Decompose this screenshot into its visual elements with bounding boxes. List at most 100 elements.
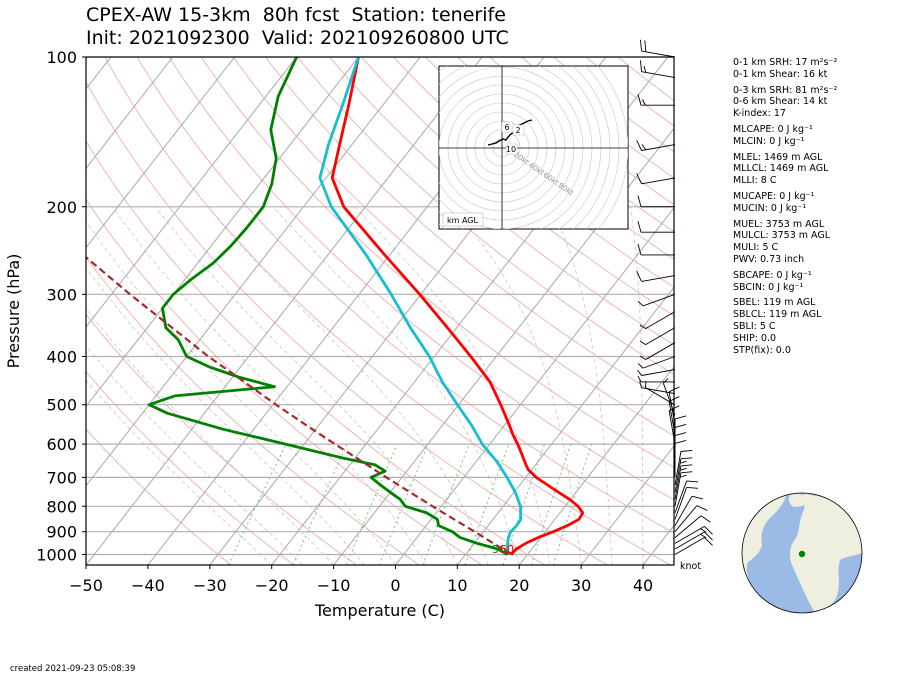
dry-adiabat-line xyxy=(86,140,545,565)
wind-barb-staff xyxy=(641,144,676,151)
x-axis-label: Temperature (C) xyxy=(314,601,445,620)
wind-barb xyxy=(637,369,676,376)
dry-adiabat-line xyxy=(86,256,420,565)
dewpoint-profile-line xyxy=(147,57,509,556)
moist-adiabat-line xyxy=(86,345,303,565)
wind-barb xyxy=(668,386,680,426)
index-line: MUEL: 3753 m AGL xyxy=(733,218,825,230)
hodograph-height-label: 6 xyxy=(504,123,509,132)
globe-land-africa-europe xyxy=(789,493,862,613)
wind-barb xyxy=(674,464,693,500)
chart-title: CPEX-AW 15-3km 80h fcst Station: tenerif… xyxy=(86,4,509,50)
wind-barb xyxy=(640,39,676,58)
x-tick-label: −50 xyxy=(69,576,103,595)
wind-barb-flag xyxy=(680,467,687,471)
index-line: 0-3 km SRH: 81 m²s⁻² xyxy=(733,84,838,96)
wind-barb-flag xyxy=(680,464,693,467)
wind-barb-flag xyxy=(639,381,642,388)
wind-barb-staff xyxy=(642,293,676,307)
hodograph-trace xyxy=(487,119,533,146)
moist-adiabat-line xyxy=(86,308,334,565)
wind-barb-flag xyxy=(637,195,642,207)
isotherm-line xyxy=(580,445,674,565)
wind-barb-flag xyxy=(674,432,687,436)
isotherm-line xyxy=(86,57,174,170)
wind-barb-staff xyxy=(674,525,705,544)
wind-barb-staff xyxy=(668,410,676,445)
wind-barb-staff xyxy=(668,391,676,426)
wind-barb-flag xyxy=(641,144,647,151)
isotherm-line xyxy=(86,57,236,249)
parcel-profile-line xyxy=(86,255,512,556)
x-tick-label: 40 xyxy=(633,576,653,595)
wind-barbs xyxy=(636,39,713,555)
wind-barb-flag xyxy=(680,450,693,452)
isotherm-line xyxy=(457,286,674,565)
mixing-ratio-line xyxy=(378,443,429,565)
index-line: MULCL: 3753 m AGL xyxy=(733,230,831,242)
wind-barb xyxy=(674,486,699,520)
index-line: SHIP: 0.0 xyxy=(733,332,777,344)
wind-barb-flag xyxy=(644,40,647,52)
moist-adiabat-line xyxy=(86,379,272,565)
index-line: SBEL: 119 m AGL xyxy=(733,297,816,309)
temperature-axis: −50 −40 −30 −20 −10 0 10 20 30 40 xyxy=(69,565,653,595)
wind-barb xyxy=(637,375,675,383)
wind-barb-flag xyxy=(704,531,713,541)
temperature-profile-line xyxy=(330,57,585,556)
moist-adiabat-line xyxy=(112,206,427,565)
station-dot xyxy=(798,550,806,558)
wind-barb-flag xyxy=(637,94,642,106)
dry-adiabat-line xyxy=(86,313,357,565)
y-tick-label: 500 xyxy=(46,396,77,415)
globe-land-greenland xyxy=(788,494,812,507)
wind-barb-staff xyxy=(674,487,688,520)
wind-barb-staff xyxy=(674,472,682,507)
wind-barb xyxy=(637,195,675,208)
wind-barb xyxy=(636,270,676,282)
moist-adiabat-line xyxy=(550,206,613,565)
y-tick-label: 700 xyxy=(46,468,77,487)
wind-barb-flag xyxy=(680,474,687,478)
wind-barb-staff xyxy=(668,401,676,435)
wind-barb-staff xyxy=(674,537,705,555)
hodograph-height-box xyxy=(512,124,525,136)
wind-barb xyxy=(639,342,676,360)
isotherm-line xyxy=(333,127,674,565)
wind-barb-staff xyxy=(642,356,676,369)
wind-barb-flag xyxy=(700,515,711,523)
index-line: 0-6 km Shear: 14 kt xyxy=(733,96,828,108)
dry-adiabat-line xyxy=(86,198,483,565)
wetbulb-profile-line xyxy=(318,57,523,555)
wind-barb-flag xyxy=(680,460,687,464)
index-line: STP(fix): 0.0 xyxy=(733,344,791,356)
index-line: SBCAPE: 0 J kg⁻¹ xyxy=(733,269,812,281)
isotherm-line xyxy=(395,207,674,565)
mixing-ratio-line xyxy=(464,443,510,565)
barb-units-label: knot xyxy=(680,561,701,572)
wind-barb xyxy=(674,525,713,544)
y-axis-label: Pressure (hPa) xyxy=(4,254,23,369)
wind-barb-staff xyxy=(674,465,682,500)
index-line: MLEL: 1469 m AGL xyxy=(733,151,823,163)
wind-barb-flag xyxy=(686,486,699,489)
dry-adiabat-line xyxy=(86,370,295,565)
wind-barb xyxy=(662,378,676,416)
index-line: 0-1 km Shear: 16 kt xyxy=(733,68,828,80)
wind-barb-staff xyxy=(674,458,682,493)
index-line: MLLI: 8 C xyxy=(733,175,777,187)
index-line: MLCAPE: 0 J kg⁻¹ xyxy=(733,123,813,135)
wind-barb xyxy=(636,173,676,185)
wind-barb xyxy=(640,60,676,79)
wind-barb-flag xyxy=(674,439,687,444)
wind-barb xyxy=(637,293,676,307)
hodograph-height-label: 10 xyxy=(506,145,516,154)
surface-dewpoint-label: 56 xyxy=(492,543,506,556)
y-tick-label: 900 xyxy=(46,523,77,542)
dry-adiabat-line xyxy=(329,57,674,346)
hodograph-label-box xyxy=(442,212,484,227)
wind-barb-staff xyxy=(645,311,676,330)
isotherm-line xyxy=(518,365,674,565)
wind-barb-flag xyxy=(637,243,642,256)
moist-adiabat-line xyxy=(207,206,489,565)
